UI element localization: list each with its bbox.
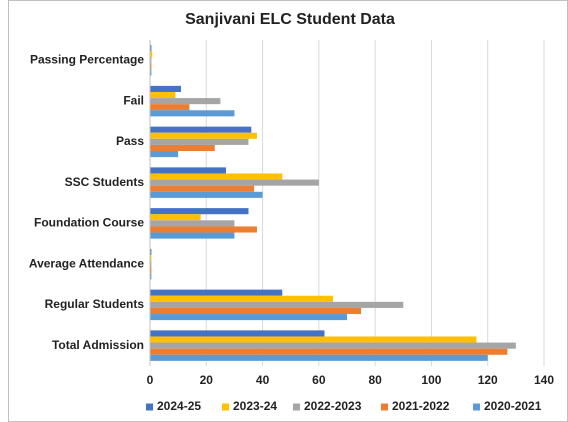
bar — [150, 191, 263, 198]
bar — [150, 85, 181, 92]
bar — [150, 267, 152, 274]
bar — [150, 261, 152, 268]
bar — [150, 254, 152, 262]
bar — [150, 138, 249, 145]
y-tick-label: Foundation Course — [34, 216, 144, 230]
bar — [150, 69, 152, 76]
bar — [150, 354, 488, 361]
bar — [150, 144, 215, 152]
bar — [150, 307, 362, 315]
bar — [150, 226, 257, 233]
bar — [150, 330, 325, 337]
y-tick-label: Passing Percentage — [30, 53, 144, 67]
legend-swatch — [473, 403, 480, 411]
bar — [150, 185, 255, 192]
legend-swatch — [146, 403, 153, 411]
bar — [150, 289, 283, 296]
legend-label: 2023-24 — [233, 399, 277, 413]
legend-label: 2021-2022 — [392, 399, 450, 413]
bar — [150, 63, 152, 70]
x-tick-label: 140 — [534, 373, 554, 387]
y-tick-label: Regular Students — [45, 297, 145, 311]
legend-label: 2020-2021 — [484, 399, 542, 413]
bar — [150, 132, 257, 139]
bar — [150, 167, 226, 174]
bar — [150, 51, 153, 58]
x-tick-label: 0 — [147, 373, 154, 387]
x-tick-label: 20 — [200, 373, 214, 387]
bar — [150, 348, 508, 355]
y-tick-label: Pass — [116, 134, 144, 148]
bar — [150, 232, 235, 239]
x-tick-label: 80 — [368, 373, 382, 387]
bar — [150, 110, 235, 117]
legend-label: 2022-2023 — [304, 399, 362, 413]
bar — [150, 214, 201, 221]
y-tick-label: Fail — [123, 93, 144, 107]
bar — [150, 126, 252, 133]
bar — [150, 104, 190, 111]
legend-swatch — [381, 403, 388, 411]
bar — [150, 208, 249, 215]
bar — [150, 220, 235, 227]
x-tick-label: 120 — [478, 373, 498, 387]
x-tick-label: 40 — [256, 373, 270, 387]
bar — [150, 273, 152, 280]
bar — [150, 301, 404, 308]
x-tick-label: 100 — [421, 373, 441, 387]
chart-title: Sanjivani ELC Student Data — [185, 11, 395, 28]
x-tick-label: 60 — [312, 373, 326, 387]
legend-label: 2024-25 — [157, 399, 201, 413]
bar — [150, 151, 179, 158]
bar — [150, 98, 221, 105]
y-tick-label: Total Admission — [52, 338, 144, 352]
bar — [150, 314, 347, 321]
bar — [150, 91, 176, 99]
y-tick-label: SSC Students — [65, 175, 145, 189]
legend-swatch — [222, 403, 229, 411]
bar — [150, 342, 516, 349]
y-tick-label: Average Attendance — [29, 256, 144, 270]
legend-swatch — [293, 403, 300, 411]
bar — [150, 295, 333, 302]
bar — [150, 179, 319, 186]
bar — [150, 173, 283, 180]
bar — [150, 45, 152, 52]
bar — [150, 336, 477, 343]
bar — [150, 57, 152, 64]
bar — [150, 248, 152, 255]
